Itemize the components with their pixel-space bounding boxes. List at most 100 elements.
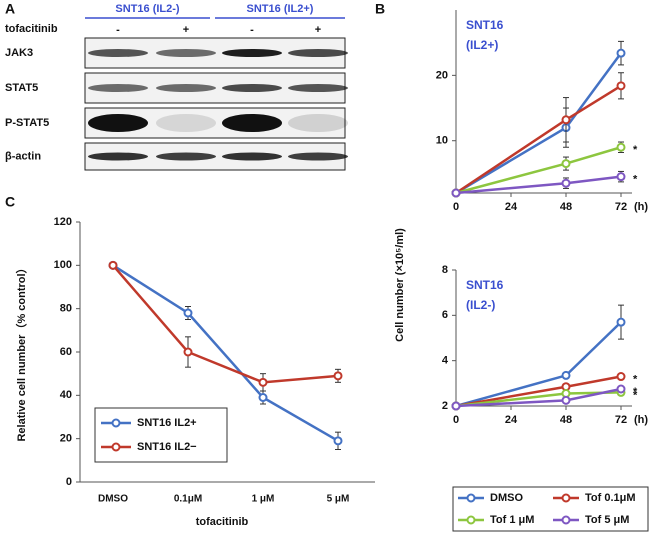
panel-label: C	[5, 194, 15, 210]
panel-label: B	[375, 1, 385, 17]
legend-marker	[111, 442, 121, 452]
x-tick-label: 48	[560, 201, 572, 213]
point	[451, 188, 461, 198]
x-tick-label: 24	[505, 414, 518, 426]
chart-title: SNT16	[466, 18, 504, 32]
treatment: -	[116, 24, 120, 36]
annotation: *	[633, 174, 638, 186]
series-line	[112, 264, 339, 384]
y-axis-label: Relative cell number（% control）	[15, 262, 28, 441]
y-axis-label: Cell number (×10⁵/ml)	[394, 228, 406, 342]
legend-marker	[466, 493, 476, 503]
point	[561, 159, 571, 169]
blot-band	[222, 49, 282, 57]
point	[616, 81, 626, 91]
y-tick-label: 4	[442, 355, 449, 367]
y-tick-label: 10	[436, 135, 448, 147]
x-unit: (h)	[634, 414, 648, 426]
legend-box	[94, 407, 228, 463]
legend-label: Tof 0.1μM	[585, 492, 636, 504]
point	[451, 401, 461, 411]
blot-band	[156, 49, 216, 57]
legend-marker	[561, 493, 571, 503]
blot-band	[288, 49, 348, 57]
x-axis-label: tofacitinib	[196, 516, 249, 528]
annotation: *	[633, 386, 638, 398]
point	[561, 395, 571, 405]
y-tick-label: 2	[442, 400, 448, 412]
row-label: P-STAT5	[5, 117, 49, 129]
legend-label: Tof 1 μM	[490, 514, 534, 526]
point	[108, 260, 118, 270]
row-label: β-actin	[5, 150, 41, 162]
chart-title: (IL2-)	[466, 298, 495, 312]
y-tick-label: 120	[54, 216, 72, 228]
blot-band	[156, 84, 216, 92]
point	[616, 384, 626, 394]
point	[616, 172, 626, 182]
point	[561, 115, 571, 125]
blot-band	[156, 114, 216, 132]
y-tick-label: 60	[60, 346, 72, 358]
x-tick-label: 48	[560, 414, 572, 426]
blot-band	[88, 152, 148, 161]
y-tick-label: 80	[60, 303, 72, 315]
y-tick-label: 6	[442, 309, 448, 321]
panel-label: A	[5, 1, 15, 17]
legend-marker	[561, 515, 571, 525]
y-tick-label: 20	[436, 69, 448, 81]
annotation: *	[633, 373, 638, 385]
blot-band	[222, 114, 282, 132]
x-tick-label: 1 μM	[252, 494, 275, 505]
point	[616, 48, 626, 58]
annotation: *	[633, 389, 638, 401]
x-tick-label: 24	[505, 201, 518, 213]
point	[333, 436, 343, 446]
point	[616, 372, 626, 382]
x-tick-label: 5 μM	[327, 494, 350, 505]
x-tick-label: 0	[453, 201, 459, 213]
point	[616, 142, 626, 152]
treatment-label: tofacitinib	[5, 23, 58, 35]
x-tick-label: 0.1μM	[174, 494, 202, 505]
treatment: +	[315, 24, 321, 36]
treatment: +	[183, 24, 189, 36]
legend-label: SNT16 IL2+	[137, 417, 197, 429]
series-line	[455, 84, 622, 195]
group-label: SNT16 (IL2+)	[247, 3, 314, 15]
y-tick-label: 40	[60, 389, 72, 401]
blot-band	[288, 84, 348, 92]
chart-title: (IL2+)	[466, 38, 498, 52]
x-tick-label: 72	[615, 201, 627, 213]
series-line	[112, 264, 339, 442]
blot-band	[288, 114, 348, 132]
y-tick-label: 0	[66, 476, 72, 488]
legend-box	[452, 486, 649, 532]
blot-band	[88, 49, 148, 57]
point	[258, 393, 268, 402]
group-label: SNT16 (IL2-)	[115, 3, 180, 15]
legend-label: DMSO	[490, 492, 523, 504]
y-tick-label: 100	[54, 259, 72, 271]
chart-title: SNT16	[466, 278, 504, 292]
point	[333, 371, 343, 381]
blot-band	[222, 152, 282, 161]
legend-marker	[466, 515, 476, 525]
point	[183, 347, 193, 357]
point	[616, 317, 626, 327]
point	[561, 370, 571, 380]
annotation: *	[633, 144, 638, 156]
legend-label: SNT16 IL2−	[137, 441, 197, 453]
x-tick-label: DMSO	[98, 494, 128, 505]
legend-marker	[111, 418, 121, 428]
row-label: STAT5	[5, 82, 38, 94]
row-label: JAK3	[5, 47, 33, 59]
blot-band	[88, 114, 148, 132]
blot-band	[288, 152, 348, 161]
x-unit: (h)	[634, 201, 648, 213]
y-tick-label: 8	[442, 264, 448, 276]
y-tick-label: 20	[60, 433, 72, 445]
blot-band	[88, 84, 148, 92]
x-tick-label: 72	[615, 414, 627, 426]
